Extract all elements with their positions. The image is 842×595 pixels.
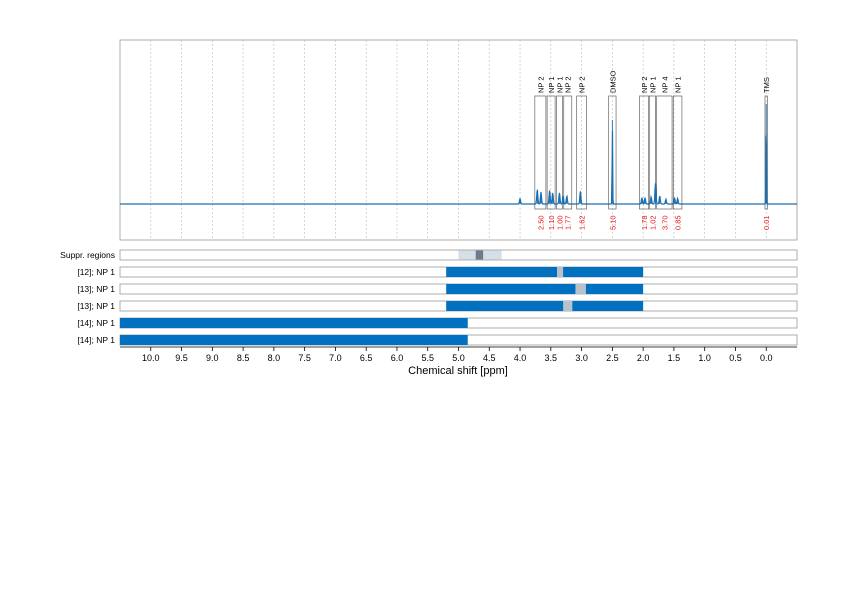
row-label: [13]; NP 1 bbox=[77, 284, 115, 294]
x-tick-label: 2.5 bbox=[606, 353, 619, 363]
signal-label: NP 2 bbox=[564, 76, 573, 93]
signal-label: TMS bbox=[762, 77, 771, 93]
x-tick-label: 8.0 bbox=[268, 353, 281, 363]
row-label: Suppr. regions bbox=[60, 250, 115, 260]
x-tick-label: 0.5 bbox=[729, 353, 742, 363]
signal-region-box bbox=[656, 95, 673, 210]
x-tick-label: 10.0 bbox=[142, 353, 160, 363]
integral-value: 0.01 bbox=[762, 215, 771, 230]
integral-value: 0.85 bbox=[674, 215, 683, 230]
signal-region-box bbox=[563, 95, 573, 210]
signal-region-box bbox=[576, 95, 587, 210]
signal-region-box bbox=[608, 95, 617, 210]
row-label: [14]; NP 1 bbox=[77, 335, 115, 345]
integral-value: 1.62 bbox=[578, 215, 587, 230]
integral-value: 5.10 bbox=[608, 215, 617, 230]
x-tick-label: 4.5 bbox=[483, 353, 496, 363]
assignment-rows-panel: Suppr. regions [12]; NP 1 [13]; NP 1 [13]; … bbox=[60, 249, 798, 346]
x-tick-label: 7.0 bbox=[329, 353, 342, 363]
x-tick-label: 6.5 bbox=[360, 353, 373, 363]
x-tick-label: 0.0 bbox=[760, 353, 773, 363]
signal-region-box bbox=[648, 95, 656, 210]
x-tick-label: 1.0 bbox=[698, 353, 711, 363]
integral-value: 3.70 bbox=[660, 215, 669, 230]
signal-label: NP 1 bbox=[547, 76, 556, 93]
integral-value: 1.78 bbox=[640, 215, 649, 230]
overlap-segment bbox=[575, 284, 586, 294]
integral-value: 1.10 bbox=[547, 215, 556, 230]
suppressed-core bbox=[475, 250, 484, 260]
reference-range-bar bbox=[120, 335, 468, 345]
reference-range-bar bbox=[120, 318, 468, 328]
spectrum-panel: NP 2 2.50 NP 1 1.10 NP 1 1.00 NP 2 1.77 NP 2 1.62… bbox=[119, 39, 798, 241]
spectrum-line bbox=[120, 130, 797, 205]
x-tick-label: 4.0 bbox=[514, 353, 527, 363]
signal-label: NP 2 bbox=[578, 76, 587, 93]
x-tick-label: 5.0 bbox=[452, 353, 465, 363]
row-label: [14]; NP 1 bbox=[77, 318, 115, 328]
row-label: [13]; NP 1 bbox=[77, 301, 115, 311]
x-tick-label: 2.0 bbox=[637, 353, 650, 363]
x-tick-label: 3.5 bbox=[545, 353, 558, 363]
x-tick-label: 6.0 bbox=[391, 353, 404, 363]
signal-region-box bbox=[639, 95, 650, 210]
signal-region-box bbox=[764, 95, 768, 210]
x-tick-label: 7.5 bbox=[298, 353, 311, 363]
signal-label: NP 4 bbox=[660, 76, 669, 93]
integral-value: 1.77 bbox=[564, 215, 573, 230]
signal-label: NP 2 bbox=[640, 76, 649, 93]
integral-value: 1.02 bbox=[648, 215, 657, 230]
row-label: [12]; NP 1 bbox=[77, 267, 115, 277]
x-tick-label: 5.5 bbox=[421, 353, 434, 363]
integral-value: 2.50 bbox=[536, 215, 545, 230]
x-tick-label: 9.0 bbox=[206, 353, 219, 363]
signal-region-box bbox=[534, 95, 547, 210]
reference-range-bar bbox=[446, 284, 644, 294]
signal-region-box bbox=[556, 95, 563, 210]
x-tick-label: 1.5 bbox=[668, 353, 681, 363]
x-axis: 10.0 9.5 9.0 8.5 8.0 7.5 7.0 6.5 6.0 5.5 5.0 4.5 4.0… bbox=[120, 346, 797, 363]
reference-range-bar bbox=[446, 267, 644, 277]
signal-label: DMSO bbox=[608, 70, 617, 93]
signal-label: NP 1 bbox=[674, 76, 683, 93]
overlap-segment bbox=[563, 301, 573, 311]
signal-label: NP 2 bbox=[536, 76, 545, 93]
x-tick-label: 8.5 bbox=[237, 353, 250, 363]
x-tick-label: 9.5 bbox=[175, 353, 188, 363]
integral-value: 1.00 bbox=[555, 215, 564, 230]
x-tick-label: 3.0 bbox=[575, 353, 588, 363]
signal-label: NP 1 bbox=[648, 76, 657, 93]
signal-region-box bbox=[672, 95, 683, 210]
overlap-segment bbox=[556, 267, 564, 277]
x-axis-title: Chemical shift [ppm] bbox=[408, 365, 508, 377]
reference-range-bar bbox=[446, 301, 644, 311]
signal-region-box bbox=[546, 95, 556, 210]
signal-label: NP 1 bbox=[555, 76, 564, 93]
